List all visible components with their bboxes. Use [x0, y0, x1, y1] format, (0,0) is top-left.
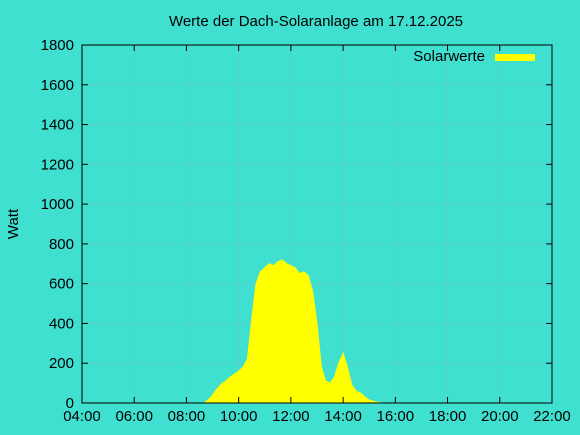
x-tick-label: 22:00	[533, 408, 571, 425]
y-tick-label: 600	[49, 276, 74, 293]
plot-frame	[81, 44, 553, 404]
legend-label: Solarwerte	[413, 48, 485, 65]
chart-title: Werte der Dach-Solaranlage am 17.12.2025	[169, 13, 463, 30]
x-tick-label: 20:00	[481, 408, 519, 425]
y-tick-label: 1000	[41, 196, 74, 213]
y-tick-label: 400	[49, 315, 74, 332]
y-tick-label: 1800	[41, 37, 74, 54]
x-tick-label: 12:00	[272, 408, 310, 425]
x-tick-labels: 04:00 06:00 08:00 10:00 12:00 14:00 16:00 18:00…	[63, 408, 571, 425]
y-tick-label: 800	[49, 236, 74, 253]
y-tick-label: 1600	[41, 77, 74, 94]
y-tick-labels: 0 200 400 600 800 1000 1200 1400 1600 1800	[41, 37, 74, 412]
y-tick-label: 200	[49, 355, 74, 372]
x-tick-label: 04:00	[63, 408, 101, 425]
legend-swatch	[495, 54, 535, 61]
x-tick-label: 16:00	[377, 408, 415, 425]
y-axis-label: Watt	[5, 208, 22, 239]
solarwerte-area	[202, 259, 396, 404]
x-tick-label: 10:00	[220, 408, 258, 425]
x-tick-label: 14:00	[324, 408, 362, 425]
x-tick-label: 08:00	[168, 408, 206, 425]
y-tick-label: 0	[66, 395, 74, 412]
ticks	[81, 44, 553, 404]
y-tick-label: 1200	[41, 156, 74, 173]
x-tick-label: 18:00	[429, 408, 467, 425]
y-tick-label: 1400	[41, 117, 74, 134]
legend: Solarwerte	[413, 48, 535, 65]
x-tick-label: 06:00	[115, 408, 153, 425]
